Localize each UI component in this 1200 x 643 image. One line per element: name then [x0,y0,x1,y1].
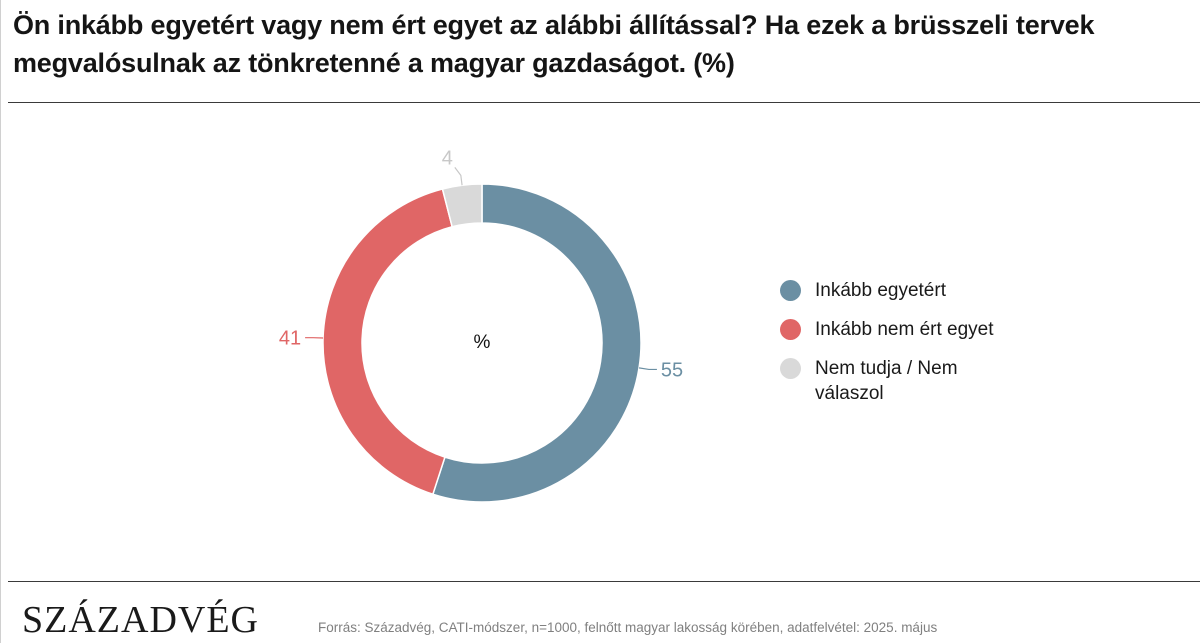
value-label-dont-know: 4 [442,147,453,169]
left-edge-line [0,0,1,643]
slice-disagree [322,188,454,496]
legend-item-agree: Inkább egyetért [780,278,1020,303]
legend-item-dont-know: Nem tudja / Nem válaszol [780,356,1020,406]
value-label-disagree: 41 [279,328,301,350]
value-label-agree: 55 [661,359,683,381]
legend-label-disagree: Inkább nem ért egyet [815,319,994,340]
slice-dont-know [441,183,483,228]
bottom-divider [8,581,1200,582]
legend-item-disagree: Inkább nem ért egyet [780,317,1020,342]
legend-swatch-disagree [780,319,801,340]
szazadveg-logo: SZÁZADVÉG [22,599,259,641]
chart-title: Ön inkább egyetért vagy nem ért egyet az… [13,10,1095,78]
legend-swatch-agree [780,280,801,301]
top-divider [8,102,1200,103]
legend: Inkább egyetért Inkább nem ért egyet Nem… [780,278,1020,420]
legend-swatch-dont-know [780,358,801,379]
leader-line [638,367,657,371]
slice-agree [431,183,642,503]
legend-label-agree: Inkább egyetért [815,280,946,301]
legend-label-dont-know: Nem tudja / Nem válaszol [815,358,958,404]
center-label: % [474,332,491,353]
leader-line [454,166,463,186]
source-note: Forrás: Századvég, CATI-módszer, n=1000,… [318,620,938,635]
